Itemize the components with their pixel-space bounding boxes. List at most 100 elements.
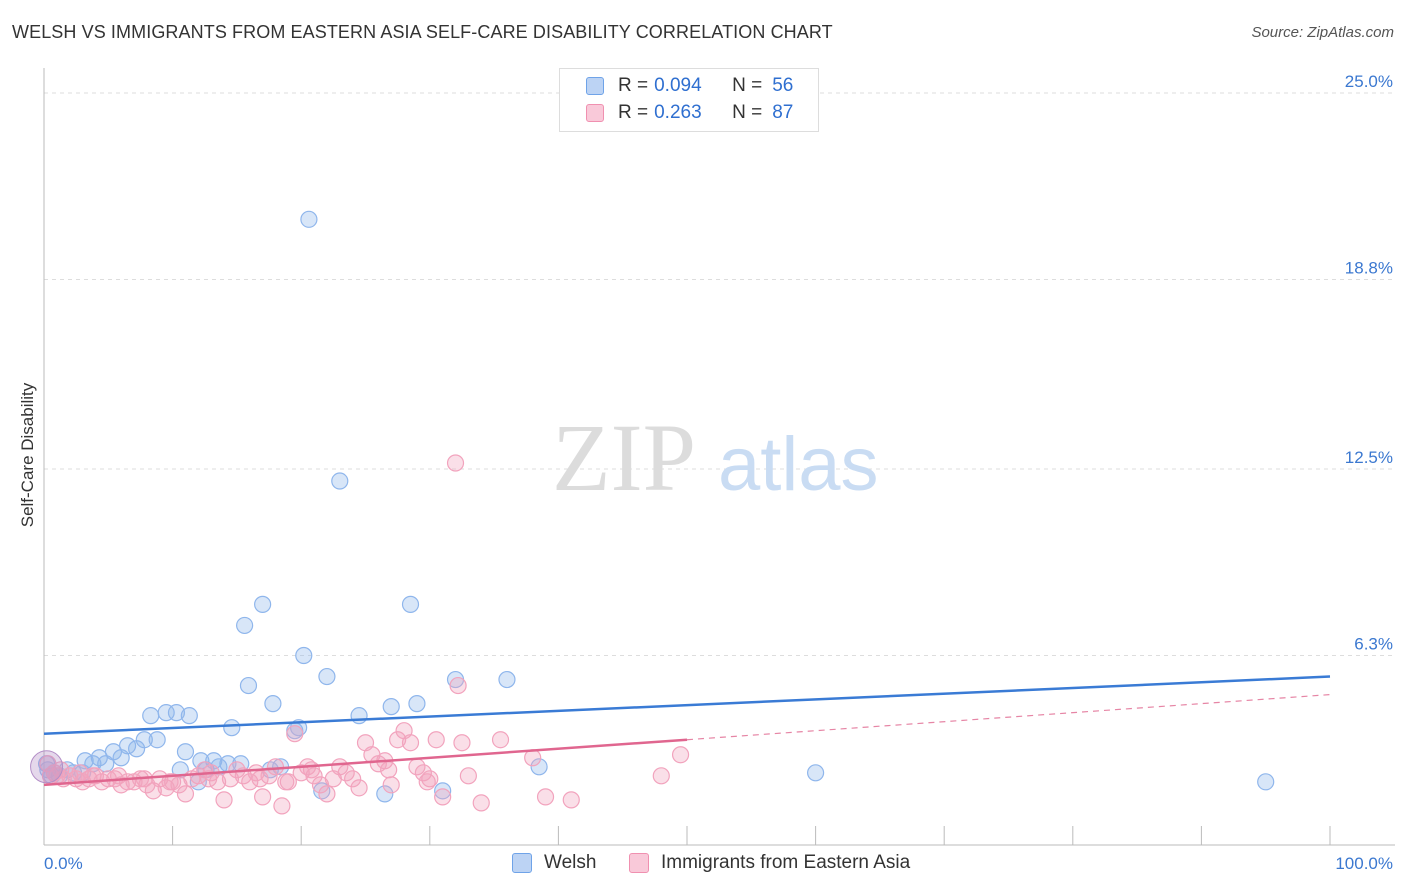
data-point: [350, 779, 368, 797]
data-point: [295, 646, 313, 665]
data-point: [350, 707, 368, 725]
data-point: [302, 761, 321, 779]
watermark: ZIP atlas: [552, 404, 879, 511]
data-point: [453, 734, 471, 752]
data-point: [652, 767, 670, 785]
data-point: [90, 749, 108, 767]
data-point: [414, 764, 432, 782]
correlation-legend: R = 0.094 N = 56 R = 0.263 N = 87: [559, 68, 819, 132]
y-tick-label: 18.8%: [1345, 258, 1393, 277]
legend-n-value-eastern-asia: 87: [772, 102, 794, 123]
data-point: [331, 472, 349, 490]
series-swatch-eastern-asia: [629, 853, 649, 873]
data-point: [176, 785, 195, 803]
data-point: [239, 676, 258, 695]
trend-lines: [43, 675, 1331, 787]
data-point: [264, 695, 282, 713]
trend-line-projection: [686, 694, 1331, 741]
data-point: [142, 707, 160, 725]
data-point: [266, 758, 285, 776]
y-tick-label: 6.3%: [1354, 634, 1393, 653]
chart-title: WELSH VS IMMIGRANTS FROM EASTERN ASIA SE…: [12, 22, 833, 42]
series-legend-eastern-asia[interactable]: Immigrants from Eastern Asia: [629, 852, 910, 874]
data-point: [148, 731, 166, 749]
series-swatch-welsh: [512, 853, 532, 873]
legend-r-label: R =: [618, 75, 649, 96]
legend-n-label: N =: [732, 102, 763, 123]
data-point: [300, 210, 318, 228]
data-point: [286, 725, 304, 743]
legend-n-label: N =: [732, 75, 763, 96]
source-label: Source: ZipAtlas.com: [1251, 24, 1394, 41]
data-point: [536, 788, 555, 806]
data-point: [292, 764, 310, 782]
data-point: [562, 791, 580, 809]
x-tick-label: 0.0%: [44, 854, 83, 873]
data-point: [344, 770, 362, 788]
data-point: [251, 770, 269, 788]
y-tick-label: 12.5%: [1345, 448, 1393, 467]
data-point: [223, 719, 241, 737]
data-point: [313, 782, 331, 800]
data-point: [176, 743, 195, 761]
trend-line: [43, 675, 1331, 735]
data-point: [236, 616, 254, 635]
data-point: [418, 773, 436, 791]
data-point: [472, 794, 490, 812]
series-label-eastern-asia: Immigrants from Eastern Asia: [661, 852, 911, 873]
legend-n-value-welsh: 56: [772, 75, 794, 96]
data-point: [71, 764, 89, 782]
data-point-cluster: [30, 750, 64, 784]
watermark-atlas: atlas: [718, 422, 879, 507]
data-point: [318, 667, 336, 686]
data-point: [254, 788, 272, 806]
data-point: [421, 770, 439, 788]
data-point: [200, 770, 218, 788]
axes: [43, 68, 1395, 846]
data-point: [459, 767, 477, 785]
data-point: [167, 704, 186, 722]
data-point: [109, 767, 128, 785]
data-point: [161, 773, 179, 791]
data-point: [376, 785, 394, 803]
data-point: [254, 595, 272, 613]
data-point: [273, 797, 291, 815]
data-point: [434, 782, 452, 800]
data-point: [277, 773, 295, 791]
data-point: [427, 731, 445, 749]
legend-r-value-eastern-asia: 0.263: [654, 102, 702, 123]
data-points: [30, 210, 1275, 815]
data-point: [52, 761, 70, 779]
watermark-zip: ZIP: [552, 404, 696, 511]
legend-row-eastern-asia: R = 0.263 N = 87: [586, 100, 793, 126]
data-point: [671, 746, 690, 764]
data-point: [446, 454, 465, 472]
x-tick-label: 100.0%: [1335, 854, 1393, 873]
legend-row-welsh: R = 0.094 N = 56: [586, 73, 793, 99]
data-point: [498, 670, 516, 689]
data-point: [380, 761, 398, 779]
data-point: [434, 788, 452, 806]
data-point: [401, 734, 420, 752]
data-point: [491, 731, 510, 749]
data-point: [806, 764, 825, 782]
legend-r-label: R =: [618, 102, 649, 123]
data-point: [401, 595, 420, 613]
series-legend-welsh[interactable]: Welsh: [512, 852, 596, 874]
data-point: [84, 767, 102, 785]
data-point: [118, 737, 137, 755]
data-point: [180, 707, 198, 725]
tick-labels: 6.3% 12.5% 18.8% 25.0% 0.0% 100.0%: [44, 72, 1393, 873]
data-point: [449, 676, 467, 695]
series-legend: Welsh Immigrants from Eastern Asia: [0, 852, 1406, 876]
trend-line: [43, 738, 688, 787]
data-point: [241, 773, 259, 791]
data-point: [382, 698, 400, 716]
legend-swatch-welsh: [586, 77, 604, 95]
data-point: [389, 731, 407, 749]
data-point: [530, 758, 548, 776]
data-point: [382, 776, 400, 794]
data-point: [135, 731, 153, 749]
data-point: [318, 785, 336, 803]
